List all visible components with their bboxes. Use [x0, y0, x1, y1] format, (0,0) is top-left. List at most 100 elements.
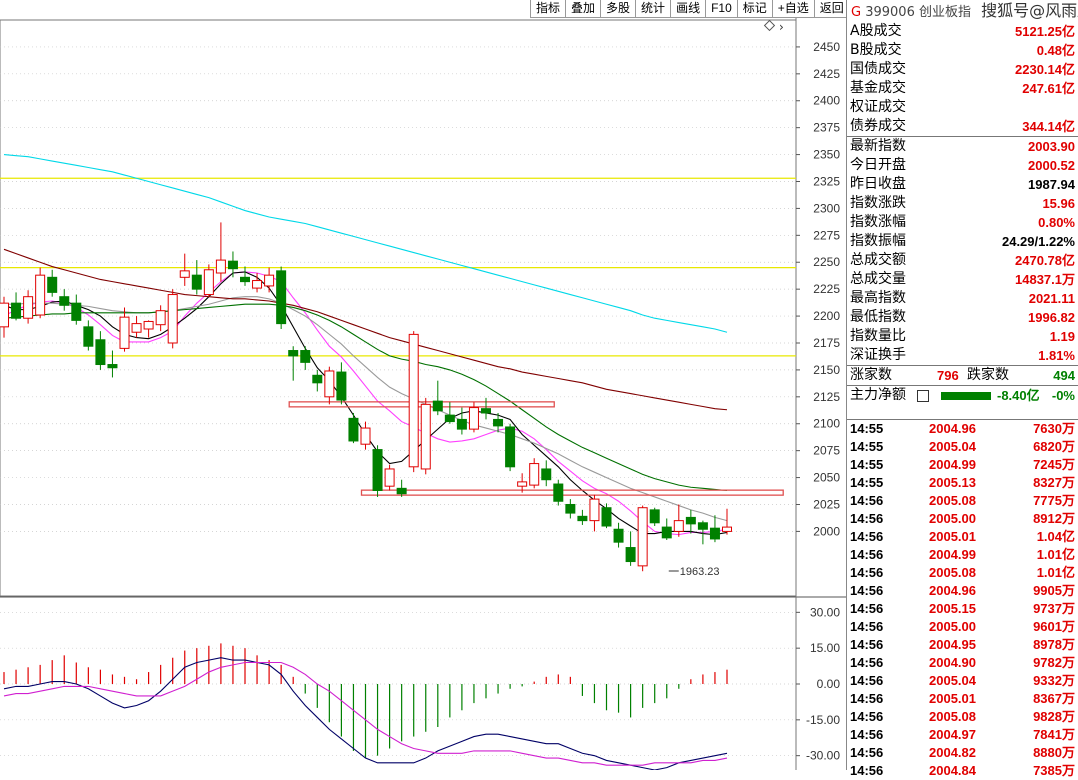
market-value: 344.14亿 — [1022, 119, 1075, 134]
toolbar-button-5[interactable]: F10 — [705, 0, 737, 18]
panel-header: G 399006 创业板指 搜狐号@风雨顺德人 — [847, 0, 1078, 22]
tick-price: 2005.08 — [929, 493, 976, 508]
tick-volume: 8327万 — [1033, 475, 1075, 490]
quote-value: 2000.52 — [1028, 158, 1075, 173]
toolbar: 指标 叠加 多股 统计 画线 F10 标记 +自选 返回 — [530, 0, 849, 18]
tick-row: 14:56 2004.99 1.01亿 — [847, 546, 1078, 564]
quote-row: 深证换手 1.81% — [847, 346, 1078, 365]
price-tick-label: 2000 — [813, 524, 840, 538]
price-tick-label: 2100 — [813, 417, 840, 431]
tick-time: 14:56 — [850, 493, 884, 508]
tick-price: 2005.04 — [929, 439, 976, 454]
tick-list[interactable]: 14:55 2004.96 7630万 14:55 2005.04 6820万 14:55 2… — [847, 419, 1078, 780]
tick-row: 14:56 2005.04 9332万 — [847, 672, 1078, 690]
candle-body — [565, 503, 576, 514]
tick-time: 14:55 — [850, 457, 884, 472]
quote-row: 指数量比 1.19 — [847, 327, 1078, 346]
candle-body — [685, 516, 696, 525]
toolbar-button-6[interactable]: 标记 — [736, 0, 772, 18]
up-label: 涨家数 — [850, 367, 892, 383]
toolbar-button-0[interactable]: 指标 — [530, 0, 566, 18]
tick-time: 14:56 — [850, 745, 884, 760]
quote-value: 24.29/1.22% — [1001, 234, 1075, 249]
candle-body — [240, 276, 250, 283]
tick-row: 14:55 2005.04 6820万 — [847, 438, 1078, 456]
candle-body — [661, 526, 672, 539]
toolbar-button-3[interactable]: 统计 — [635, 0, 671, 18]
tick-price: 2005.08 — [929, 565, 976, 580]
candle-body — [372, 449, 383, 491]
watermark: 搜狐号@风雨顺德人 — [981, 1, 1078, 20]
market-row: A股成交 5121.25亿 — [847, 22, 1078, 41]
price-tick-label: 2450 — [813, 40, 840, 54]
mainflow-bar — [941, 392, 991, 400]
tick-time: 14:56 — [850, 511, 884, 526]
quote-label: 指数涨幅 — [850, 214, 906, 230]
quote-label: 指数涨跌 — [850, 195, 906, 211]
tick-row: 14:56 2005.15 9737万 — [847, 600, 1078, 618]
mainflow-row: 主力净额 -8.40亿 -0% — [847, 385, 1078, 405]
low-annotation: 1963.23 — [680, 566, 720, 578]
breadth-row: 涨家数 796 跌家数 494 — [847, 365, 1078, 385]
toolbar-button-8[interactable]: 返回 — [813, 0, 849, 18]
tick-time: 14:56 — [850, 529, 884, 544]
ma-line — [4, 296, 728, 522]
tick-time: 14:56 — [850, 637, 884, 652]
tick-price: 2004.95 — [929, 637, 976, 652]
candle-body — [336, 371, 347, 401]
quote-value: 14837.1万 — [1015, 272, 1075, 287]
quote-value: 0.80% — [1038, 215, 1075, 230]
candle-body — [432, 400, 443, 412]
toolbar-button-1[interactable]: 叠加 — [565, 0, 601, 18]
down-count: 494 — [1053, 368, 1075, 383]
list-icon[interactable] — [917, 390, 929, 402]
candle-body — [613, 528, 624, 543]
quote-label: 指数量比 — [850, 328, 906, 344]
tick-row: 14:55 2005.13 8327万 — [847, 474, 1078, 492]
candle-body — [215, 259, 226, 274]
mainflow-value: -8.40亿 — [997, 388, 1040, 403]
candle-body — [47, 276, 58, 293]
quote-label: 总成交额 — [850, 252, 906, 268]
price-tick-label: 2425 — [813, 67, 840, 81]
toolbar-button-7[interactable]: +自选 — [771, 0, 814, 18]
market-row: 国债成交 2230.14亿 — [847, 60, 1078, 79]
quote-value: 1996.82 — [1028, 310, 1075, 325]
toolbar-button-2[interactable]: 多股 — [600, 0, 636, 18]
candle-body — [673, 520, 684, 532]
quote-list: 最新指数 2003.90 今日开盘 2000.52 昨日收盘 1987.94 指数涨跌 15.… — [847, 136, 1078, 365]
kline-chart[interactable]: › 2450 2425 2400 2375 2350 2325 2300 2275 2250 222… — [0, 0, 846, 770]
candle-body — [276, 270, 287, 325]
market-label: 债券成交 — [850, 118, 906, 134]
candle-body — [722, 526, 732, 532]
resistance-zone — [360, 489, 784, 496]
tick-price: 2005.15 — [929, 601, 976, 616]
market-volume-list: A股成交 5121.25亿 B股成交 0.48亿 国债成交 2230.14亿 基金成交 247… — [847, 22, 1078, 136]
toolbar-button-4[interactable]: 画线 — [670, 0, 706, 18]
tick-row: 14:56 2005.00 9601万 — [847, 618, 1078, 636]
macd-dea-line — [3, 661, 728, 766]
quote-row: 总成交量 14837.1万 — [847, 270, 1078, 289]
macd-tick-label: 30.00 — [810, 605, 840, 619]
index-name: 创业板指 — [919, 5, 972, 20]
tick-row: 14:56 2004.90 9782万 — [847, 654, 1078, 672]
quote-panel: G 399006 创业板指 搜狐号@风雨顺德人 A股成交 5121.25亿 B股成交… — [846, 0, 1078, 778]
tick-volume: 1.04亿 — [1036, 529, 1075, 544]
candle-body — [649, 509, 660, 524]
tick-volume: 7630万 — [1033, 421, 1075, 436]
candle-body — [71, 302, 82, 321]
price-tick-label: 2125 — [813, 390, 840, 404]
quote-row: 指数振幅 24.29/1.22% — [847, 232, 1078, 251]
candle-body — [155, 310, 166, 326]
quote-value: 1987.94 — [1028, 177, 1075, 192]
price-tick-label: 2075 — [813, 444, 840, 458]
quote-row: 指数涨跌 15.96 — [847, 194, 1078, 213]
candle-body — [709, 527, 720, 540]
quote-label: 最低指数 — [850, 309, 906, 325]
candle-body — [167, 294, 178, 344]
diamond-icon — [763, 19, 776, 32]
tick-price: 2004.97 — [929, 727, 976, 742]
candle-body — [360, 427, 371, 445]
tick-volume: 9601万 — [1033, 619, 1075, 634]
tick-volume: 7775万 — [1033, 493, 1075, 508]
